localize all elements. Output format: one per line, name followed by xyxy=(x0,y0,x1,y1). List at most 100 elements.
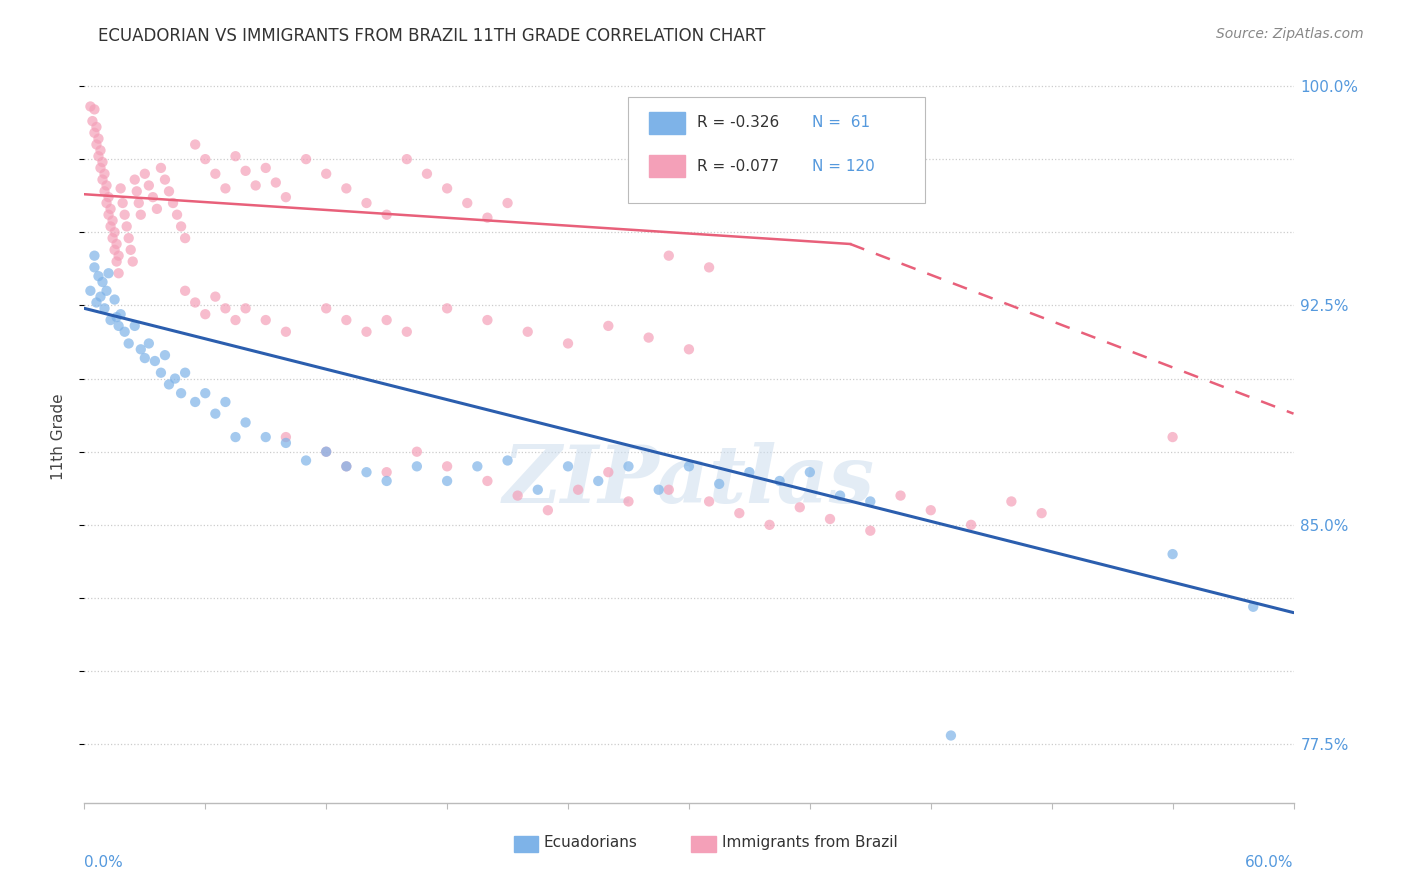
Point xyxy=(830,489,852,503)
Point xyxy=(174,366,197,380)
Point xyxy=(91,155,114,169)
Point xyxy=(859,524,882,538)
Point xyxy=(859,494,882,508)
Point xyxy=(477,211,499,225)
Point xyxy=(149,161,172,175)
Point xyxy=(395,325,418,339)
Point xyxy=(107,249,129,263)
Point xyxy=(557,336,579,351)
Text: N =  61: N = 61 xyxy=(813,115,870,130)
Point xyxy=(1241,599,1264,614)
Point xyxy=(557,459,579,474)
Point xyxy=(789,500,811,515)
Point xyxy=(111,196,134,211)
Point xyxy=(598,318,620,333)
Bar xyxy=(692,836,716,852)
Point xyxy=(295,152,318,166)
Point xyxy=(1161,430,1184,444)
Point xyxy=(1031,506,1053,520)
Point xyxy=(97,208,120,222)
Point xyxy=(436,474,458,488)
Point xyxy=(124,172,146,186)
Point xyxy=(93,301,115,316)
Point xyxy=(436,459,458,474)
Point xyxy=(375,465,398,479)
Point xyxy=(184,295,207,310)
Point xyxy=(204,407,226,421)
Point xyxy=(86,295,108,310)
Point xyxy=(356,325,378,339)
Point xyxy=(89,161,111,175)
Point xyxy=(110,181,132,195)
Point xyxy=(960,517,983,532)
Point xyxy=(105,254,128,268)
Point xyxy=(436,181,458,195)
Point xyxy=(738,465,761,479)
Point xyxy=(658,249,681,263)
Point xyxy=(214,181,236,195)
Point xyxy=(254,430,277,444)
Point xyxy=(245,178,267,193)
Point xyxy=(254,313,277,327)
Point xyxy=(194,307,217,321)
Point xyxy=(890,489,912,503)
Point xyxy=(335,181,357,195)
Point xyxy=(254,161,277,175)
Point xyxy=(406,444,429,458)
Text: R = -0.326: R = -0.326 xyxy=(697,115,780,130)
Point xyxy=(96,284,118,298)
Point xyxy=(728,506,751,520)
Point xyxy=(129,343,152,357)
Point xyxy=(1000,494,1022,508)
Point xyxy=(128,196,150,211)
Point xyxy=(153,172,176,186)
Point xyxy=(527,483,550,497)
Point xyxy=(100,202,122,216)
Point xyxy=(939,729,962,743)
Point xyxy=(91,275,114,289)
Point xyxy=(315,444,337,458)
Text: Source: ZipAtlas.com: Source: ZipAtlas.com xyxy=(1216,27,1364,41)
Point xyxy=(121,254,143,268)
Point xyxy=(162,196,184,211)
Point xyxy=(118,336,141,351)
Point xyxy=(93,184,115,198)
Point xyxy=(315,301,337,316)
Point xyxy=(295,453,318,467)
Point xyxy=(107,318,129,333)
Point xyxy=(91,172,114,186)
Point xyxy=(356,465,378,479)
Point xyxy=(617,494,640,508)
Point xyxy=(120,243,142,257)
Point xyxy=(395,152,418,166)
Point xyxy=(537,503,560,517)
Point xyxy=(799,465,821,479)
Point xyxy=(83,260,105,275)
Point xyxy=(134,167,156,181)
Point xyxy=(83,103,105,117)
Point xyxy=(125,184,148,198)
Point xyxy=(274,325,297,339)
Bar xyxy=(650,155,685,178)
Point xyxy=(235,416,257,430)
Point xyxy=(104,243,127,257)
Point xyxy=(697,494,720,508)
Point xyxy=(149,366,172,380)
Point xyxy=(225,149,247,163)
Point xyxy=(142,190,165,204)
Point xyxy=(818,512,841,526)
Point xyxy=(416,167,439,181)
Point xyxy=(274,436,297,450)
Point xyxy=(157,184,180,198)
Point xyxy=(101,213,124,227)
Point xyxy=(678,459,700,474)
Point xyxy=(335,459,357,474)
Point xyxy=(101,231,124,245)
Point xyxy=(375,313,398,327)
Point xyxy=(170,386,193,401)
Point xyxy=(375,208,398,222)
Point xyxy=(110,307,132,321)
Text: 0.0%: 0.0% xyxy=(84,855,124,871)
Point xyxy=(86,120,108,134)
Point xyxy=(678,343,700,357)
